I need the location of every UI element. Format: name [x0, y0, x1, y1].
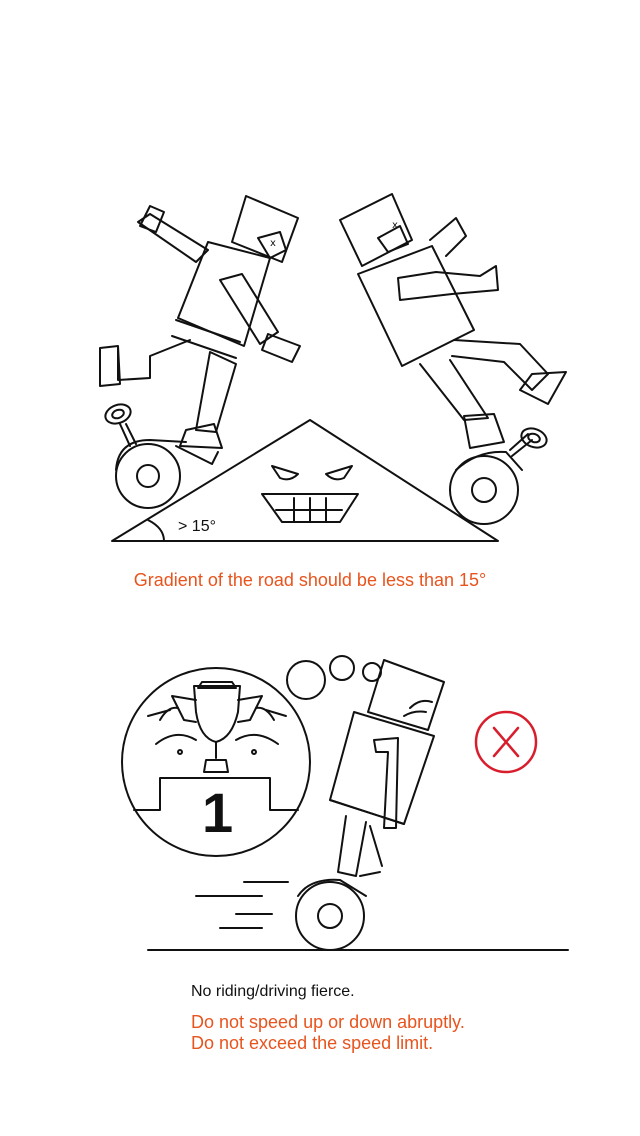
slope-caption: Gradient of the road should be less than… — [133, 570, 487, 590]
slope-ramp — [111, 419, 499, 542]
no-fierce-riding-caption: No riding/driving fierce. — [191, 983, 355, 1000]
speed-scene — [121, 655, 569, 951]
left-balance-scooter — [104, 403, 187, 509]
angle-label: > 15° — [178, 518, 216, 535]
thought-bubbles — [286, 655, 382, 700]
left-falling-rider: x — [99, 195, 301, 465]
svg-text:x: x — [270, 238, 276, 249]
slope-scene: x — [99, 193, 567, 542]
right-falling-rider: x — [339, 193, 567, 449]
speed-lines — [195, 881, 289, 929]
warning-abrupt-speed: Do not speed up or down abruptly. — [191, 1012, 465, 1032]
speeding-rider — [329, 659, 445, 877]
podium-number: 1 — [202, 781, 233, 844]
podium — [133, 777, 299, 811]
trophy-badge — [121, 667, 311, 857]
slope-angle-arc — [147, 519, 165, 542]
warning-speed-limit: Do not exceed the speed limit. — [191, 1033, 434, 1053]
cross-circle-icon — [474, 710, 538, 774]
right-balance-scooter — [449, 427, 548, 525]
speeding-scooter — [295, 878, 367, 951]
svg-text:x: x — [392, 220, 398, 231]
trophy-icon — [147, 681, 287, 773]
angry-face-icon — [261, 465, 359, 523]
